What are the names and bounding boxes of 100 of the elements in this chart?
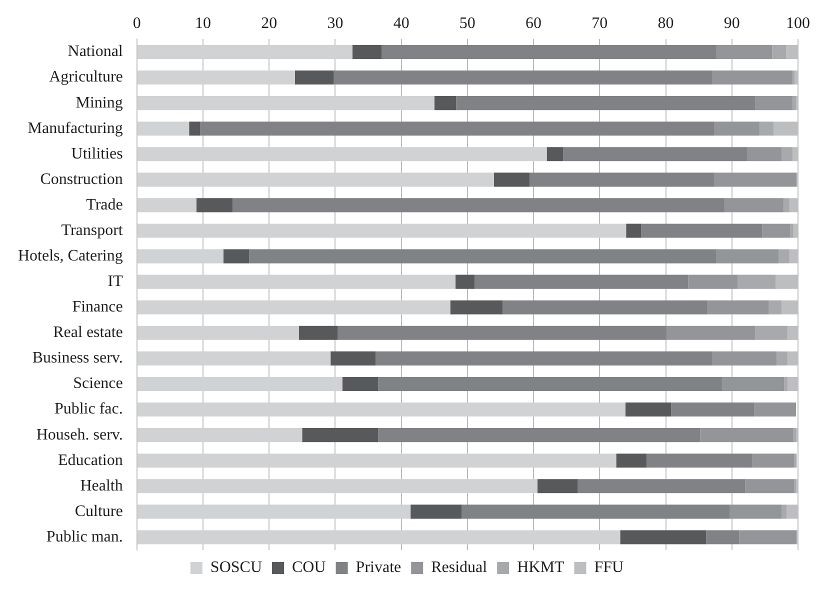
bar <box>641 224 762 238</box>
bar <box>563 147 748 162</box>
bar <box>410 504 462 519</box>
bar <box>776 351 788 366</box>
bar <box>137 504 411 519</box>
bar <box>754 402 796 417</box>
x-tick-label: 40 <box>393 14 410 32</box>
bar <box>781 504 787 519</box>
bar <box>730 504 782 519</box>
legend-label: SOSCU <box>210 559 262 576</box>
bar <box>755 96 793 110</box>
bar <box>738 274 776 289</box>
x-tick-label: 60 <box>526 14 542 32</box>
y-tick-label: Health <box>80 477 123 494</box>
bar <box>456 96 756 110</box>
bar <box>378 376 722 392</box>
x-tick-label: 10 <box>194 14 211 32</box>
bar <box>772 44 786 59</box>
bar <box>722 376 784 392</box>
bar <box>793 428 796 442</box>
y-tick-label: Hotels, Catering <box>18 247 123 264</box>
bar <box>137 351 331 366</box>
bar <box>778 249 790 264</box>
bar <box>137 147 547 162</box>
bar <box>376 351 713 366</box>
bar <box>626 224 642 238</box>
bar <box>546 147 564 162</box>
bar <box>137 198 196 212</box>
bar <box>298 326 338 340</box>
bar <box>790 224 794 238</box>
bar <box>137 70 295 85</box>
bar <box>137 274 456 289</box>
legend-label: COU <box>292 559 326 576</box>
legend-label: HKMT <box>517 559 564 576</box>
y-tick-label: Science <box>73 375 123 392</box>
bar <box>137 326 299 340</box>
y-tick-label: Utilities <box>71 145 123 162</box>
bar <box>502 300 708 314</box>
y-tick-label: Real estate <box>53 324 123 342</box>
bar <box>671 402 754 417</box>
bar <box>707 300 769 314</box>
bar <box>712 351 777 366</box>
x-tick-label: 30 <box>327 14 344 32</box>
y-tick-label: Public man. <box>46 528 123 546</box>
bar <box>352 44 382 59</box>
bar <box>625 402 672 417</box>
bar <box>578 479 746 494</box>
bar <box>334 70 713 85</box>
bar <box>137 376 342 392</box>
bar <box>739 530 797 544</box>
bar <box>781 147 793 162</box>
y-tick-label: Househ. serv. <box>36 426 123 444</box>
bar <box>137 300 450 314</box>
legend-label: Residual <box>431 559 488 576</box>
y-tick-label: Culture <box>74 502 123 520</box>
y-tick-label: Public fac. <box>54 400 123 418</box>
bar <box>760 122 774 136</box>
bar <box>716 249 779 264</box>
bar <box>530 172 715 187</box>
bar <box>748 147 782 162</box>
bar <box>302 428 378 442</box>
y-tick-label: Construction <box>40 170 123 188</box>
x-tick-label: 80 <box>658 14 674 32</box>
bar <box>381 44 717 59</box>
bar <box>714 122 760 136</box>
bar <box>620 530 706 544</box>
bar <box>762 224 790 238</box>
bar <box>724 198 784 212</box>
bar <box>137 224 626 238</box>
bar <box>450 300 502 314</box>
legend-label: Private <box>356 559 402 576</box>
x-tick-label: 20 <box>261 14 278 32</box>
bar <box>755 326 788 340</box>
bar <box>752 454 794 468</box>
bar <box>378 428 700 442</box>
y-tick-label: Finance <box>72 298 123 316</box>
bar <box>232 198 725 212</box>
bar <box>434 96 456 110</box>
bar <box>137 530 620 544</box>
bar <box>768 300 782 314</box>
bar <box>200 122 715 136</box>
bar <box>646 454 752 468</box>
y-tick-label: Trade <box>86 196 123 214</box>
bar <box>137 172 494 187</box>
bar <box>494 172 530 187</box>
bar <box>474 274 688 289</box>
y-tick-label: Manufacturing <box>28 120 123 137</box>
bar <box>783 198 790 212</box>
bar <box>137 402 626 417</box>
y-tick-label: Agriculture <box>49 68 123 86</box>
y-tick-label: Education <box>58 452 123 469</box>
x-tick-label: 0 <box>132 14 141 32</box>
bar <box>616 454 647 468</box>
bar <box>137 249 224 264</box>
bar <box>137 122 190 136</box>
bar <box>456 274 475 289</box>
bar <box>137 454 616 468</box>
bar <box>137 479 538 494</box>
bar <box>137 428 302 442</box>
x-tick-label: 90 <box>724 14 740 32</box>
